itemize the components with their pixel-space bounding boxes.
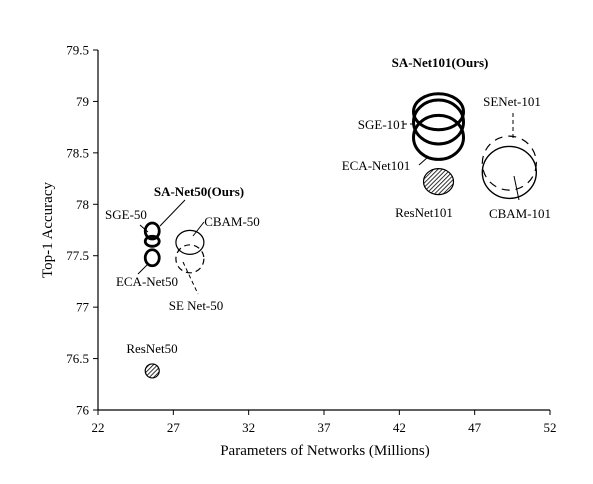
- point-sge-101: [412, 98, 466, 146]
- leader-line: [192, 221, 205, 237]
- y-tick-label: 76: [76, 403, 90, 418]
- point-label: SENet-101: [483, 94, 541, 109]
- point-label: ResNet101: [395, 205, 453, 220]
- y-tick-label: 76.5: [66, 351, 89, 366]
- x-tick-label: 27: [167, 420, 181, 435]
- point-label: CBAM-101: [489, 206, 551, 221]
- x-tick-label: 22: [92, 420, 105, 435]
- point-resnet50: [144, 363, 160, 379]
- point-label: CBAM-50: [204, 214, 260, 229]
- point-label: SE Net-50: [169, 298, 224, 313]
- point-sge-50: [143, 221, 161, 241]
- x-tick-label: 37: [318, 420, 332, 435]
- leader-line: [182, 261, 199, 295]
- point-cbam-50: [175, 229, 205, 255]
- point-sa-net101: [412, 92, 466, 132]
- point-eca-net50: [143, 248, 161, 268]
- point-label: SGE-101: [358, 117, 406, 132]
- y-tick-label: 79: [76, 94, 89, 109]
- point-label: ResNet50: [126, 341, 177, 356]
- y-axis-title: Top-1 Accuracy: [40, 182, 56, 278]
- x-tick-label: 52: [544, 420, 557, 435]
- leader-line: [139, 224, 149, 233]
- point-eca-net101: [412, 113, 466, 161]
- x-tick-label: 32: [242, 420, 255, 435]
- point-label: SA-Net50(Ours): [154, 184, 244, 199]
- point-senet-50: [175, 244, 205, 274]
- leader-line: [159, 199, 186, 227]
- point-label: ECA-Net50: [116, 274, 178, 289]
- x-axis-title: Parameters of Networks (Millions): [220, 443, 430, 459]
- leader-line: [137, 264, 148, 275]
- y-tick-label: 78.5: [66, 145, 89, 160]
- point-cbam-101: [481, 145, 538, 200]
- y-tick-label: 77: [76, 300, 90, 315]
- point-senet-101: [481, 135, 537, 191]
- y-tick-label: 79.5: [66, 43, 89, 58]
- x-tick-label: 47: [468, 420, 482, 435]
- y-tick-label: 78: [76, 197, 89, 212]
- y-tick-label: 77.5: [66, 248, 89, 263]
- point-label: SGE-50: [105, 207, 147, 222]
- point-sa-net50: [143, 234, 161, 248]
- leader-line: [418, 156, 429, 166]
- point-label: ECA-Net101: [342, 158, 411, 173]
- point-label: SA-Net101(Ours): [392, 55, 489, 70]
- x-tick-label: 42: [393, 420, 406, 435]
- leader-line: [513, 175, 520, 201]
- point-resnet101: [422, 168, 455, 196]
